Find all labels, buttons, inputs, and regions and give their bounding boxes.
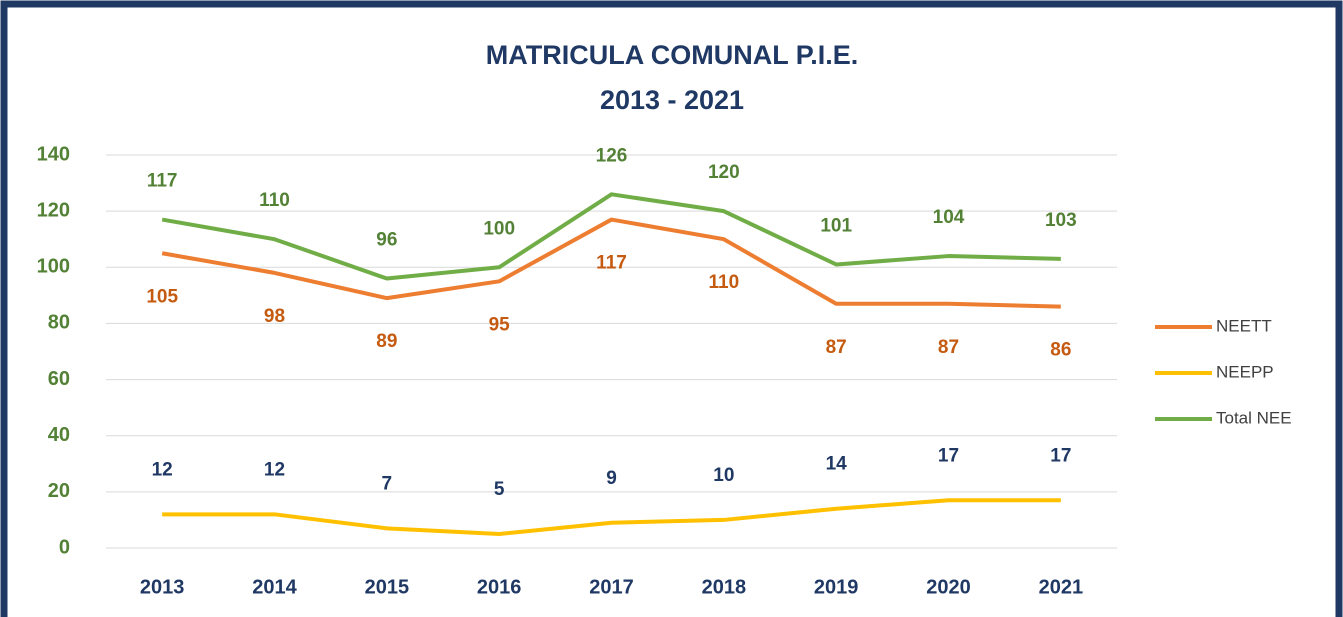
y-tick-label: 140 [37,143,70,165]
data-label: 101 [820,215,852,236]
data-label: 10 [713,465,734,486]
x-tick-label: 2018 [702,576,747,598]
data-label: 5 [494,479,505,500]
legend-label: NEEPP [1216,362,1274,381]
data-label: 17 [938,445,959,466]
x-tick-label: 2014 [252,576,297,598]
data-label: 126 [596,145,628,166]
data-label: 110 [259,190,290,211]
data-label: 120 [708,162,740,183]
data-label: 17 [1050,445,1071,466]
x-tick-label: 2019 [814,576,859,598]
x-tick-label: 2020 [926,576,971,598]
legend-label: NEETT [1216,316,1272,335]
x-tick-label: 2013 [140,576,185,598]
y-tick-label: 100 [37,256,70,278]
x-tick-label: 2015 [365,576,410,598]
series-line [161,217,1061,309]
y-tick-label: 0 [59,536,70,558]
series-line [161,192,1061,281]
data-label: 103 [1045,210,1077,231]
data-label: 98 [264,306,285,327]
y-tick-label: 60 [48,368,70,390]
data-label: 95 [489,314,511,335]
data-label: 96 [376,230,397,251]
data-label: 86 [1050,340,1071,361]
data-label: 12 [264,459,285,480]
data-label: 104 [933,207,965,228]
data-label: 87 [938,337,959,358]
legend-label: Total NEE [1216,408,1292,427]
data-label: 100 [483,218,515,239]
series-line [162,498,1061,536]
data-label: 117 [596,253,627,274]
data-label: 9 [606,468,617,489]
data-label: 89 [376,331,397,352]
x-tick-label: 2017 [589,576,634,598]
y-tick-label: 40 [48,424,70,446]
data-label: 12 [152,459,173,480]
data-label: 105 [146,286,178,307]
data-label: 117 [147,171,178,192]
data-label: 87 [826,337,847,358]
chart-subtitle: 2013 - 2021 [600,85,744,115]
x-tick-label: 2021 [1039,576,1084,598]
chart-title: MATRICULA COMUNAL P.I.E. [486,40,859,70]
x-tick-label: 2016 [477,576,522,598]
y-tick-label: 120 [37,199,70,221]
y-tick-label: 80 [48,312,70,334]
data-label: 14 [826,454,848,475]
data-label: 7 [382,473,393,494]
data-label: 110 [709,272,740,293]
y-tick-label: 20 [48,480,70,502]
